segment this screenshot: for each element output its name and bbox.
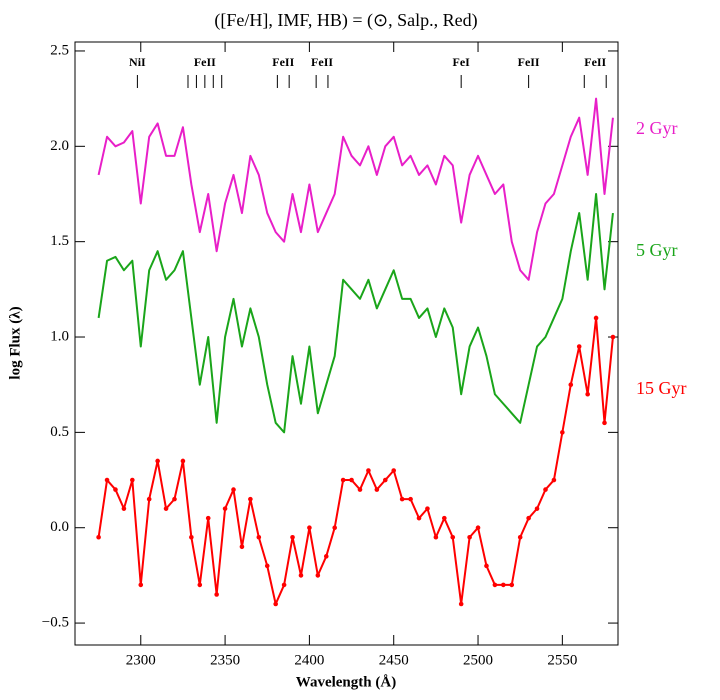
series-marker — [366, 468, 371, 473]
series-marker — [458, 601, 464, 607]
series-marker — [172, 496, 177, 502]
series-marker — [349, 477, 354, 483]
series-marker — [357, 487, 363, 492]
series-marker — [273, 601, 278, 607]
series-marker — [416, 515, 422, 521]
series-label: 15 Gyr — [636, 378, 687, 398]
y-tick-label: 0.5 — [50, 424, 69, 440]
series-label: 2 Gyr — [636, 118, 678, 138]
series-marker — [113, 487, 118, 492]
x-tick-label: 2400 — [294, 652, 324, 668]
y-tick-label: −0.5 — [42, 615, 69, 631]
series-marker — [585, 391, 590, 397]
chart-title: ([Fe/H], IMF, HB) = (⊙, Salp., Red) — [214, 10, 477, 31]
series-marker — [399, 496, 405, 502]
series-marker — [391, 468, 397, 473]
series-marker — [593, 315, 599, 321]
series-marker — [602, 420, 607, 426]
series-marker — [121, 506, 127, 511]
series-marker — [374, 487, 380, 492]
series-marker — [264, 563, 270, 569]
series-marker — [205, 515, 211, 521]
series-marker — [517, 534, 523, 540]
series-marker — [307, 525, 312, 531]
series-marker — [231, 487, 236, 492]
series-marker — [475, 525, 481, 531]
series-marker — [180, 458, 186, 464]
series-marker — [433, 534, 439, 540]
series-marker — [576, 344, 582, 349]
series-marker — [425, 506, 430, 511]
series-marker — [189, 534, 194, 540]
y-tick-label: 0.0 — [50, 519, 69, 535]
series-marker — [138, 582, 144, 588]
x-tick-label: 2300 — [126, 652, 156, 668]
series-marker — [222, 506, 228, 511]
series-marker — [560, 430, 565, 435]
line-label: FeII — [194, 55, 216, 69]
series-line — [97, 97, 614, 281]
x-tick-label: 2350 — [210, 652, 240, 668]
series-marker — [163, 506, 169, 511]
y-axis-label: log Flux (λ) — [7, 306, 23, 379]
series-marker — [256, 534, 262, 540]
series-marker — [492, 582, 498, 588]
series-marker — [155, 458, 160, 464]
series-marker — [534, 506, 540, 511]
series-marker — [543, 487, 548, 492]
series-marker — [214, 592, 219, 597]
plot-frame — [74, 41, 619, 646]
line-label: FeII — [311, 55, 333, 69]
series-marker — [442, 515, 447, 521]
series-marker — [130, 477, 135, 483]
y-tick-label: 2.5 — [50, 42, 69, 58]
x-tick-label: 2550 — [547, 652, 577, 668]
series-marker — [248, 496, 253, 502]
x-axis-label: Wavelength (Å) — [296, 674, 396, 690]
series-label: 5 Gyr — [636, 240, 678, 260]
series-marker — [526, 515, 531, 521]
x-tick-label: 2450 — [379, 652, 409, 668]
series-marker — [408, 496, 413, 502]
line-label: FeII — [272, 55, 294, 69]
series-marker — [290, 534, 295, 540]
series-marker — [96, 534, 101, 540]
series-marker — [323, 554, 329, 559]
series-marker — [197, 582, 203, 588]
series-marker — [298, 573, 304, 578]
line-label: FeII — [518, 55, 540, 69]
x-tick-label: 2500 — [463, 652, 493, 668]
series-marker — [146, 496, 152, 502]
y-tick-label: 2.0 — [50, 138, 69, 154]
series-marker — [568, 382, 574, 387]
series-marker — [484, 563, 489, 569]
line-label: NiI — [129, 55, 146, 69]
y-tick-label: 1.5 — [50, 233, 69, 249]
series-marker — [340, 477, 346, 483]
series-marker — [315, 573, 321, 578]
series-marker — [332, 525, 337, 531]
series-marker — [450, 534, 456, 540]
series-marker — [104, 477, 110, 483]
series-marker — [610, 334, 616, 340]
series-marker — [382, 477, 388, 483]
series-line — [97, 192, 614, 434]
line-label: FeI — [453, 55, 471, 69]
series-marker — [509, 582, 515, 588]
series-marker — [467, 534, 472, 540]
series-line — [97, 316, 614, 605]
line-label: FeII — [584, 55, 606, 69]
series-marker — [501, 582, 506, 588]
series-marker — [281, 582, 287, 588]
y-tick-label: 1.0 — [50, 328, 69, 344]
series-marker — [551, 477, 557, 483]
series-marker — [239, 544, 245, 550]
